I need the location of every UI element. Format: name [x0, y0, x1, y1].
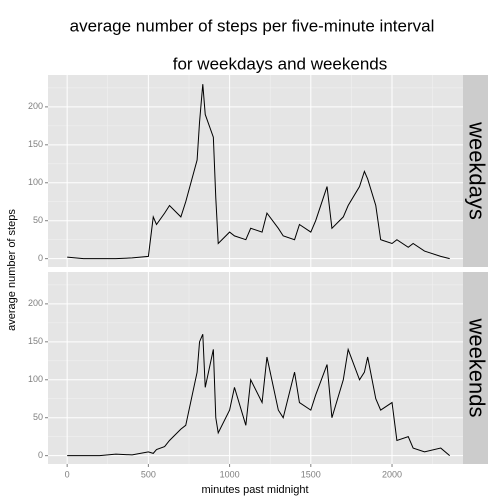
x-tick-label: 0: [65, 469, 70, 479]
line: [67, 84, 450, 260]
y-tick-label: 100: [28, 177, 43, 187]
x-tick-label: 2000: [382, 469, 402, 479]
x-tick-label: 1000: [220, 469, 240, 479]
chart-subtitle: for weekdays and weekends: [173, 54, 388, 73]
panel-background: [48, 75, 463, 267]
y-tick-label: 100: [28, 374, 43, 384]
x-tick-label: 1500: [301, 469, 321, 479]
strip: [463, 272, 488, 464]
x-tick-label: 500: [141, 469, 156, 479]
y-tick-label: 0: [38, 253, 43, 263]
strip-label: weekdays: [465, 121, 490, 220]
y-tick-label: 50: [33, 215, 43, 225]
y-tick-label: 200: [28, 101, 43, 111]
y-tick-label: 150: [28, 336, 43, 346]
x-axis-label: minutes past midnight: [202, 484, 309, 496]
y-tick-label: 0: [38, 450, 43, 460]
line: [67, 334, 451, 457]
strip: [463, 75, 488, 267]
strip-label: weekends: [465, 317, 490, 417]
y-tick-label: 150: [28, 139, 43, 149]
panel-background: [48, 272, 463, 464]
chart-title: average number of steps per five-minute …: [70, 16, 435, 35]
y-tick-label: 50: [33, 412, 43, 422]
y-axis-label: average number of steps: [6, 209, 18, 331]
y-tick-label: 200: [28, 298, 43, 308]
